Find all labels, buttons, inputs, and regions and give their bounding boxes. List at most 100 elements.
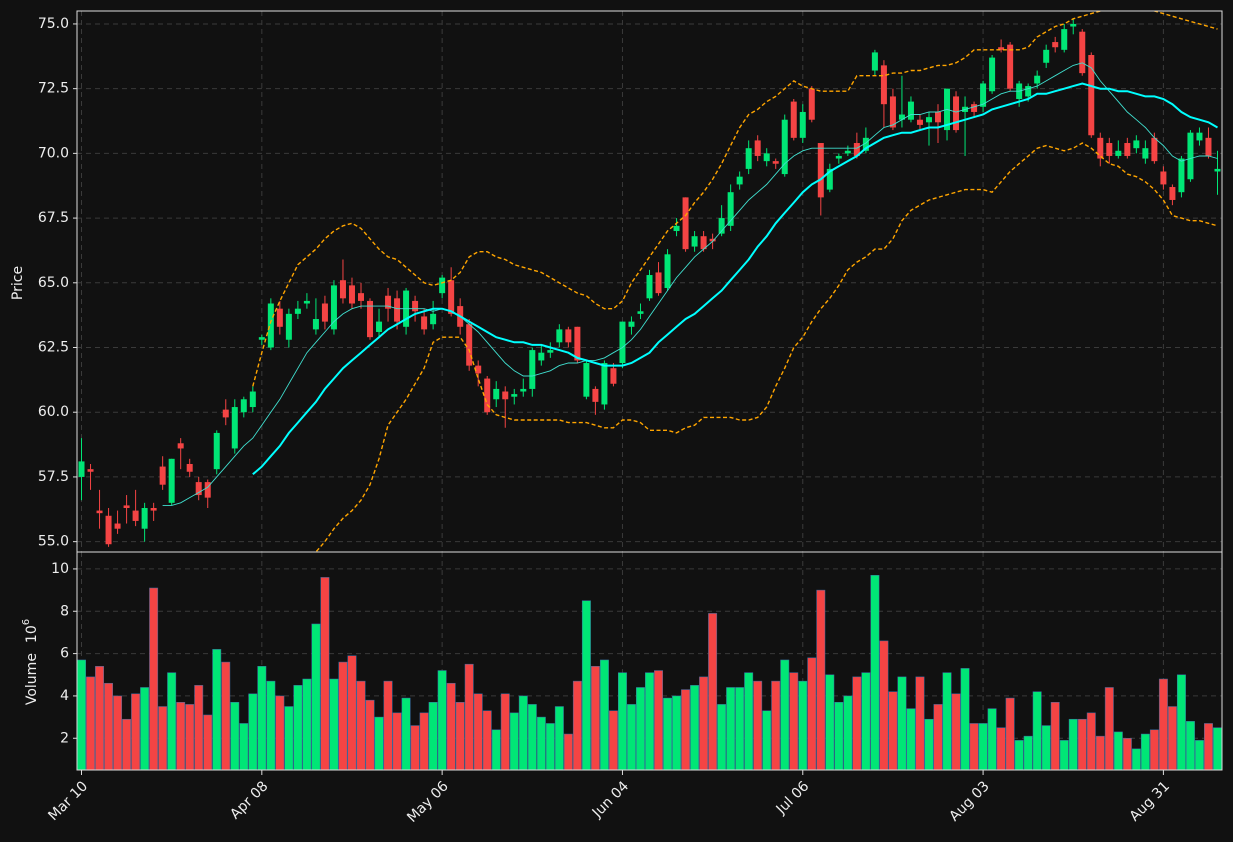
candle-body (475, 365, 482, 374)
candle-body (258, 337, 265, 340)
volume-scale-exp: 6 (21, 619, 32, 625)
volume-bar (563, 733, 573, 771)
volume-bar (852, 676, 862, 771)
candle-body (1052, 42, 1059, 48)
volume-bar (1050, 702, 1060, 771)
volume-bar (825, 674, 835, 771)
volume-bar (1204, 723, 1213, 771)
candle-body (1133, 140, 1140, 149)
volume-bar (212, 649, 222, 771)
candle-body (907, 101, 914, 120)
candle-body (186, 463, 193, 472)
candle-body (312, 319, 319, 330)
volume-bar (545, 723, 555, 771)
candle-body (700, 236, 707, 250)
candle-body (1187, 132, 1194, 180)
candle-body (511, 394, 518, 397)
y-tick-label: 60.0 (38, 404, 69, 420)
volume-bar (293, 685, 303, 771)
candle-body (385, 295, 392, 309)
volume-bar (392, 712, 402, 771)
candle-body (619, 321, 626, 364)
volume-bar (618, 672, 627, 771)
volume-bar (636, 687, 645, 771)
candle-body (971, 104, 978, 112)
volume-bar (122, 718, 132, 771)
volume-bar (1095, 735, 1105, 771)
volume-bar (924, 718, 934, 771)
price-plot (78, 11, 1221, 552)
candle-body (168, 458, 175, 503)
candle-body (1070, 23, 1077, 27)
volume-bar (302, 678, 312, 771)
volume-bar (95, 666, 104, 771)
volume-bar (113, 695, 123, 771)
candle-body (294, 308, 301, 314)
candle-body (1178, 158, 1185, 193)
volume-bar (771, 680, 781, 771)
candle-body (213, 432, 220, 470)
moving-average (252, 82, 1219, 476)
candle-body (394, 298, 401, 322)
candle-body (204, 482, 211, 498)
candle-body (78, 461, 85, 477)
volume-bar (960, 668, 970, 771)
volume-bar (1149, 729, 1159, 771)
volume-bar (726, 687, 736, 771)
candle-body (1124, 143, 1131, 156)
volume-bar (149, 587, 159, 771)
volume-bar (834, 702, 844, 771)
volume-bar (518, 695, 528, 771)
volume-bar (311, 623, 321, 771)
price-axis-label: Price (10, 266, 26, 300)
candle-body (114, 523, 121, 529)
bollinger-band (252, 11, 1218, 387)
candle-body (547, 350, 554, 353)
volume-bar (906, 708, 916, 771)
candle-body (799, 111, 806, 138)
volume-bar (978, 723, 988, 771)
candle-body (267, 303, 274, 348)
candle-body (1007, 44, 1014, 89)
candle-body (1214, 168, 1221, 172)
candle-body (231, 407, 238, 449)
volume-bar (284, 706, 294, 771)
volume-bar (1068, 718, 1078, 771)
volume-bar (509, 712, 519, 771)
volume-bar (464, 663, 474, 771)
volume-bar (987, 708, 997, 771)
y-tick-label: 2 (60, 730, 69, 746)
volume-bar (77, 659, 86, 771)
moving-average (162, 62, 1218, 506)
volume-bar (1086, 712, 1096, 771)
candle-body (1160, 171, 1167, 185)
candle-body (348, 285, 355, 304)
volume-bar (744, 672, 754, 771)
volume-bar (708, 613, 718, 771)
volume-bar (1176, 674, 1186, 771)
candle-body (1043, 49, 1050, 63)
candle-body (87, 469, 94, 472)
axes-frame (76, 551, 1223, 771)
candle-body (303, 300, 310, 304)
candle-body (412, 300, 419, 312)
candle-body (1097, 137, 1104, 159)
y-tick-label: 65.0 (38, 275, 69, 291)
candle-body (195, 482, 202, 496)
candle-body (1088, 55, 1095, 136)
candle-body (655, 272, 662, 294)
volume-bar (1104, 687, 1114, 771)
candle-body (1169, 187, 1176, 200)
candle-body (1079, 31, 1086, 74)
volume-scale-base: 10 (24, 625, 40, 643)
volume-bar (437, 670, 447, 771)
candle-body (1061, 29, 1068, 50)
volume-bar (239, 723, 249, 771)
candle-body (935, 111, 942, 123)
candle-body (989, 57, 996, 92)
candle-body (123, 505, 130, 508)
volume-bar (843, 695, 853, 771)
volume-bar (1185, 721, 1195, 771)
volume-bar (1032, 691, 1042, 771)
volume-bar (1213, 727, 1222, 771)
